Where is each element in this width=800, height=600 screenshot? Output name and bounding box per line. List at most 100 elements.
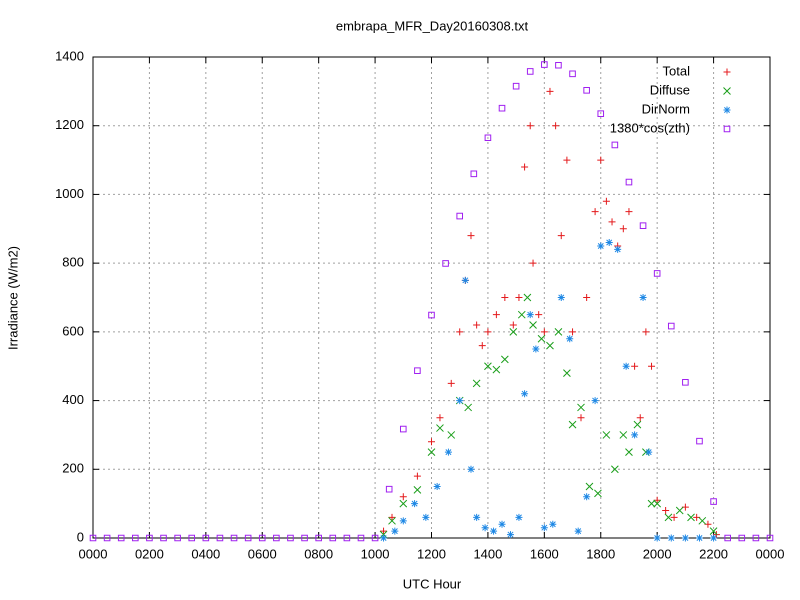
point bbox=[554, 328, 563, 336]
point bbox=[506, 531, 514, 539]
y-tick-label: 0 bbox=[77, 529, 84, 544]
point bbox=[498, 520, 506, 528]
point bbox=[619, 225, 627, 233]
point bbox=[380, 534, 388, 542]
point bbox=[752, 534, 760, 542]
x-tick-label: 1000 bbox=[361, 546, 390, 561]
point bbox=[244, 534, 252, 542]
point bbox=[174, 534, 181, 542]
point bbox=[515, 513, 523, 521]
point bbox=[492, 311, 500, 319]
point bbox=[569, 328, 577, 336]
point bbox=[413, 486, 422, 494]
point bbox=[103, 534, 111, 542]
point bbox=[436, 414, 444, 422]
point bbox=[532, 345, 540, 353]
point bbox=[696, 437, 703, 445]
point bbox=[540, 524, 548, 532]
point bbox=[557, 294, 565, 301]
point bbox=[273, 534, 280, 542]
point bbox=[444, 448, 452, 456]
point bbox=[413, 472, 421, 480]
y-tick-label: 1200 bbox=[55, 117, 84, 132]
x-tick-label: 0600 bbox=[248, 546, 277, 561]
point bbox=[670, 513, 678, 521]
point bbox=[591, 208, 599, 216]
point bbox=[563, 369, 571, 377]
x-tick-label: 1600 bbox=[530, 546, 559, 561]
point bbox=[447, 431, 456, 439]
point bbox=[529, 259, 537, 267]
point bbox=[343, 534, 351, 542]
y-axis-label: Irradiance (W/m2) bbox=[5, 246, 20, 350]
point bbox=[512, 82, 520, 90]
point bbox=[552, 122, 560, 130]
point bbox=[636, 414, 644, 422]
point bbox=[500, 355, 509, 364]
point bbox=[484, 134, 492, 142]
x-tick-label: 0000 bbox=[756, 546, 785, 561]
point bbox=[766, 534, 774, 542]
point bbox=[611, 465, 619, 474]
plot-frame bbox=[92, 56, 771, 539]
point bbox=[301, 534, 308, 542]
point bbox=[456, 328, 464, 336]
point bbox=[568, 420, 577, 429]
point bbox=[526, 311, 534, 319]
point bbox=[385, 485, 393, 493]
point bbox=[631, 362, 639, 370]
point bbox=[160, 534, 167, 542]
point bbox=[526, 122, 534, 130]
point bbox=[648, 362, 656, 370]
point bbox=[498, 104, 506, 112]
point bbox=[428, 311, 435, 319]
point bbox=[591, 397, 599, 405]
point bbox=[625, 178, 633, 186]
point bbox=[682, 379, 689, 386]
point bbox=[427, 448, 436, 456]
point bbox=[653, 270, 661, 277]
legend-label: Total bbox=[663, 63, 691, 78]
point bbox=[456, 397, 464, 405]
point bbox=[675, 506, 684, 515]
point bbox=[515, 294, 523, 301]
y-tick-label: 1000 bbox=[55, 186, 84, 201]
point bbox=[509, 328, 518, 336]
point bbox=[388, 513, 396, 521]
point bbox=[329, 534, 337, 542]
point bbox=[470, 170, 478, 178]
point bbox=[473, 321, 481, 329]
point bbox=[687, 513, 695, 522]
point bbox=[577, 403, 585, 412]
point bbox=[577, 414, 585, 422]
point bbox=[594, 489, 602, 498]
x-axis-label: UTC Hour bbox=[403, 576, 462, 591]
point bbox=[583, 294, 591, 301]
point bbox=[585, 482, 594, 491]
point bbox=[287, 534, 294, 542]
point bbox=[647, 499, 656, 508]
point bbox=[574, 527, 582, 535]
point bbox=[467, 232, 475, 240]
point bbox=[467, 465, 475, 473]
point bbox=[557, 232, 565, 240]
y-tick-label: 400 bbox=[62, 392, 84, 407]
x-tick-label: 1400 bbox=[473, 546, 502, 561]
point bbox=[216, 534, 224, 542]
point bbox=[614, 245, 622, 253]
point bbox=[608, 218, 616, 226]
point bbox=[490, 527, 498, 535]
point bbox=[622, 362, 630, 370]
point bbox=[357, 534, 365, 542]
point bbox=[681, 534, 689, 542]
point bbox=[611, 141, 619, 149]
point bbox=[597, 242, 605, 250]
point bbox=[388, 516, 396, 525]
point bbox=[509, 321, 517, 329]
point bbox=[521, 390, 529, 398]
legend-label: Diffuse bbox=[650, 82, 690, 97]
x-tick-label: 2200 bbox=[699, 546, 728, 561]
point bbox=[546, 341, 554, 350]
